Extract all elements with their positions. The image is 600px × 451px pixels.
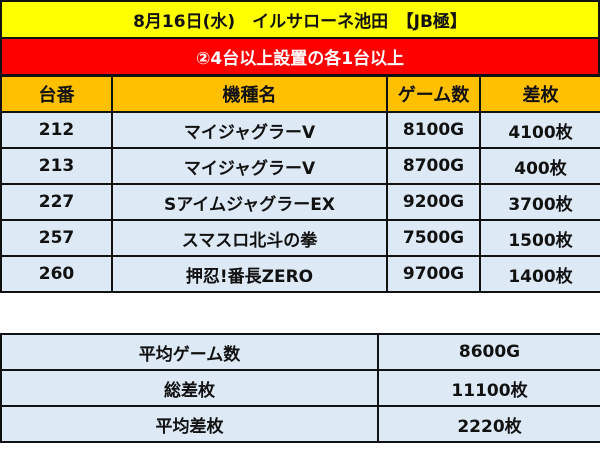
cell-machine: SアイムジャグラーEX <box>111 183 388 221</box>
cell-machine: 押忍!番長ZERO <box>111 255 388 293</box>
table-row: 227 SアイムジャグラーEX 9200G 3700枚 <box>0 183 600 221</box>
summary-table: 平均ゲーム数 8600G 総差枚 11100枚 平均差枚 2220枚 <box>0 333 600 443</box>
page-title: 8月16日(水) イルサローネ池田 【JB極】 <box>0 0 600 39</box>
table-row: 260 押忍!番長ZERO 9700G 1400枚 <box>0 255 600 293</box>
cell-number: 257 <box>0 219 113 257</box>
cell-diff: 1500枚 <box>479 219 600 257</box>
cell-number: 212 <box>0 111 113 149</box>
title-text: 8月16日(水) イルサローネ池田 【JB極】 <box>133 12 467 32</box>
cell-games: 7500G <box>386 219 481 257</box>
summary-value: 11100枚 <box>377 369 600 407</box>
cell-number: 260 <box>0 255 113 293</box>
cell-games: 9700G <box>386 255 481 293</box>
cell-machine: スマスロ北斗の拳 <box>111 219 388 257</box>
cell-number: 227 <box>0 183 113 221</box>
cell-diff: 1400枚 <box>479 255 600 293</box>
col-header-games: ゲーム数 <box>386 75 481 113</box>
table-header-row: 台番 機種名 ゲーム数 差枚 <box>0 75 600 113</box>
cell-games: 8700G <box>386 147 481 185</box>
summary-value: 2220枚 <box>377 405 600 443</box>
cell-machine: マイジャグラーV <box>111 147 388 185</box>
table-row: 257 スマスロ北斗の拳 7500G 1500枚 <box>0 219 600 257</box>
summary-row-avg-diff: 平均差枚 2220枚 <box>0 405 600 443</box>
cell-diff: 3700枚 <box>479 183 600 221</box>
cell-games: 9200G <box>386 183 481 221</box>
cell-diff: 4100枚 <box>479 111 600 149</box>
cell-number: 213 <box>0 147 113 185</box>
summary-label: 総差枚 <box>0 369 379 407</box>
summary-row-avg-games: 平均ゲーム数 8600G <box>0 333 600 371</box>
results-table: 台番 機種名 ゲーム数 差枚 212 マイジャグラーV 8100G 4100枚 … <box>0 75 600 293</box>
cell-machine: マイジャグラーV <box>111 111 388 149</box>
summary-value: 8600G <box>377 333 600 371</box>
summary-label: 平均差枚 <box>0 405 379 443</box>
table-row: 212 マイジャグラーV 8100G 4100枚 <box>0 111 600 149</box>
condition-banner: ②4台以上設置の各1台以上 <box>0 37 600 76</box>
col-header-diff: 差枚 <box>479 75 600 113</box>
cell-games: 8100G <box>386 111 481 149</box>
col-header-machine: 機種名 <box>111 75 388 113</box>
table-row: 213 マイジャグラーV 8700G 400枚 <box>0 147 600 185</box>
condition-text: ②4台以上設置の各1台以上 <box>195 49 405 69</box>
summary-row-total-diff: 総差枚 11100枚 <box>0 369 600 407</box>
col-header-number: 台番 <box>0 75 113 113</box>
summary-label: 平均ゲーム数 <box>0 333 379 371</box>
cell-diff: 400枚 <box>479 147 600 185</box>
